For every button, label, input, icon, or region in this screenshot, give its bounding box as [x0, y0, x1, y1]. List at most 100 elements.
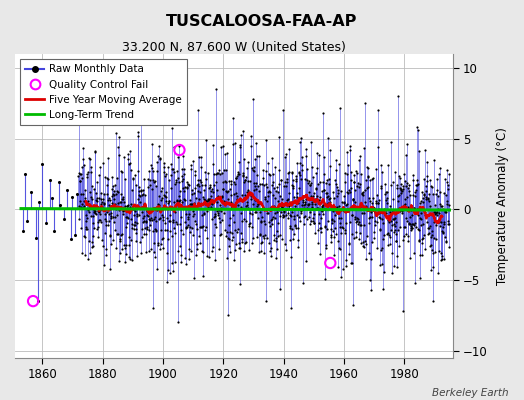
Point: [80, 187, 89, 193]
Point: [269, 171, 278, 177]
Point: [130, 212, 138, 218]
Point: [188, 187, 196, 193]
Point: [385, 232, 393, 238]
Point: [96, 206, 104, 213]
Point: [403, 238, 412, 244]
Point: [422, 194, 430, 200]
Point: [147, 215, 155, 221]
Point: [89, 213, 97, 219]
Point: [139, 176, 148, 182]
Point: [277, 200, 286, 207]
Point: [165, 218, 173, 224]
Point: [366, 177, 375, 183]
Point: [309, 193, 318, 199]
Point: [435, 248, 443, 254]
Point: [444, 182, 453, 188]
Point: [362, 241, 370, 248]
Point: [364, 165, 373, 172]
Point: [337, 205, 346, 212]
Point: [135, 192, 143, 198]
Point: [111, 226, 119, 233]
Point: [217, 208, 225, 214]
Point: [249, 186, 258, 193]
Point: [372, 212, 380, 218]
Point: [426, 222, 434, 229]
Point: [262, 137, 270, 144]
Point: [428, 232, 436, 238]
Point: [120, 154, 128, 160]
Point: [130, 222, 138, 228]
Point: [229, 212, 237, 218]
Point: [321, 205, 329, 211]
Point: [409, 172, 417, 179]
Point: [309, 218, 317, 225]
Point: [231, 180, 239, 187]
Point: [75, 216, 83, 222]
Point: [196, 224, 204, 230]
Point: [99, 196, 107, 202]
Point: [42, 220, 50, 227]
Point: [111, 201, 119, 208]
Point: [420, 191, 429, 197]
Point: [443, 218, 452, 224]
Point: [259, 204, 267, 211]
Point: [264, 160, 272, 166]
Point: [292, 173, 301, 180]
Point: [427, 234, 435, 240]
Point: [78, 250, 86, 256]
Point: [365, 250, 373, 256]
Point: [370, 218, 379, 224]
Point: [133, 210, 141, 217]
Point: [222, 254, 231, 261]
Point: [344, 186, 353, 193]
Point: [420, 192, 428, 198]
Point: [366, 198, 374, 204]
Point: [196, 154, 205, 160]
Point: [358, 190, 367, 197]
Point: [289, 182, 298, 189]
Point: [135, 188, 144, 194]
Point: [438, 256, 446, 262]
Point: [438, 250, 446, 257]
Point: [211, 211, 219, 218]
Point: [440, 219, 448, 226]
Point: [409, 177, 418, 183]
Point: [88, 238, 96, 245]
Point: [318, 204, 326, 211]
Point: [315, 196, 323, 203]
Point: [272, 184, 281, 190]
Point: [311, 200, 320, 207]
Point: [256, 248, 265, 254]
Point: [386, 233, 394, 240]
Point: [212, 198, 221, 205]
Point: [320, 186, 329, 193]
Point: [127, 167, 136, 173]
Point: [408, 225, 416, 231]
Point: [85, 204, 94, 210]
Point: [195, 183, 203, 189]
Point: [281, 247, 290, 254]
Point: [161, 173, 169, 179]
Point: [212, 171, 221, 178]
Point: [108, 185, 116, 192]
Point: [430, 235, 438, 241]
Point: [228, 234, 237, 240]
Point: [241, 240, 249, 247]
Point: [417, 240, 425, 247]
Point: [416, 275, 424, 281]
Point: [383, 200, 391, 207]
Point: [181, 254, 189, 261]
Point: [342, 257, 350, 264]
Point: [342, 263, 351, 270]
Point: [329, 208, 337, 214]
Point: [297, 210, 305, 216]
Point: [205, 196, 214, 202]
Point: [129, 206, 137, 212]
Point: [332, 231, 340, 238]
Point: [399, 308, 407, 314]
Point: [111, 182, 119, 188]
Point: [378, 169, 386, 175]
Point: [349, 196, 357, 202]
Point: [191, 195, 200, 201]
Point: [350, 172, 358, 178]
